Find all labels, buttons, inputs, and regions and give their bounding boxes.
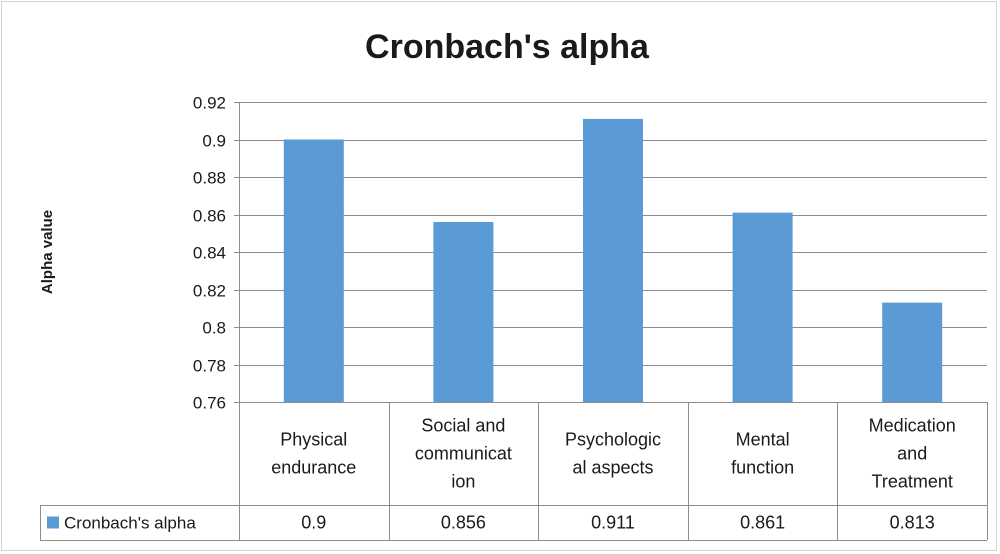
data-table-value: 0.861	[740, 513, 785, 533]
y-axis-label: Alpha value	[39, 210, 56, 294]
bar	[433, 222, 494, 402]
category-label: Social and communicat ion	[415, 416, 512, 492]
data-table: Physical endurance Social and communicat ion…	[40, 402, 988, 541]
category-label: Physical endurance	[271, 430, 356, 478]
y-tick-label: 0.84	[193, 244, 226, 263]
y-tick-label: 0.76	[193, 394, 226, 413]
category-label: Mental function	[731, 430, 794, 478]
y-tick-label: 0.9	[202, 132, 226, 151]
y-tick-label: 0.88	[193, 169, 226, 188]
category-label: Medication and Treatment	[869, 416, 956, 492]
data-table-value: 0.911	[591, 513, 635, 533]
bar	[882, 302, 943, 402]
chart-title: Cronbach's alpha	[365, 28, 650, 66]
legend-swatch	[47, 516, 59, 529]
gridlines	[239, 102, 987, 366]
y-tick-label: 0.8	[202, 319, 226, 338]
bars	[283, 118, 943, 402]
y-tick-label: 0.82	[193, 282, 226, 301]
y-tick-label: 0.92	[193, 94, 226, 113]
y-tick-label: 0.78	[193, 357, 226, 376]
data-table-value: 0.9	[301, 513, 326, 533]
legend-series-name: Cronbach's alpha	[64, 514, 196, 533]
axes: 0.76 0.78 0.8 0.82 0.84 0.86 0.88 0.9 0.92	[193, 94, 240, 413]
data-table-value: 0.856	[441, 513, 486, 533]
category-label: Psychologic al aspects	[565, 430, 661, 478]
bar	[283, 139, 344, 402]
data-table-value: 0.813	[890, 513, 935, 533]
y-tick-label: 0.86	[193, 207, 226, 226]
bar	[732, 212, 793, 402]
bar	[583, 118, 643, 402]
